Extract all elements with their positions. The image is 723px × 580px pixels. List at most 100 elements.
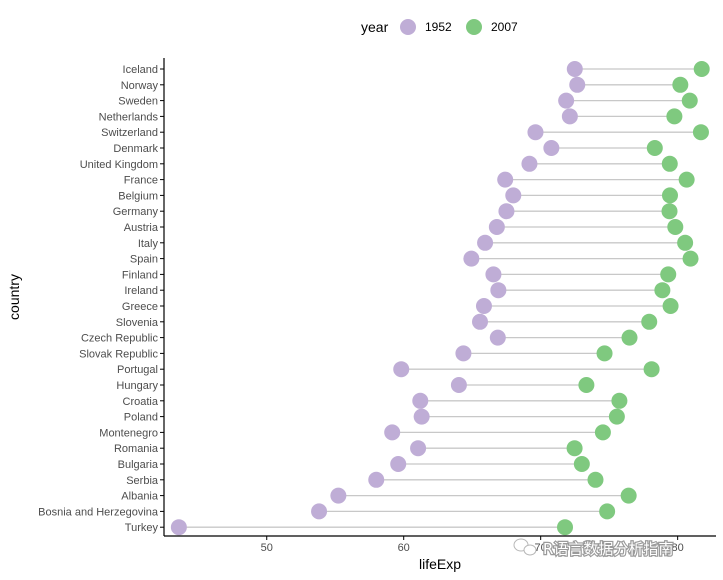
point-1952 xyxy=(497,171,514,188)
point-2007 xyxy=(681,92,698,109)
y-tick-label: Poland xyxy=(124,412,158,424)
point-1952 xyxy=(490,282,507,299)
point-2007 xyxy=(682,250,699,267)
x-tick-label: 80 xyxy=(672,542,684,554)
point-2007 xyxy=(573,456,590,472)
point-2007 xyxy=(667,219,684,235)
points xyxy=(170,61,710,536)
point-2007 xyxy=(666,108,683,125)
y-tick-label: Portugal xyxy=(117,364,158,376)
y-tick-label: Spain xyxy=(130,254,158,266)
y-tick-label: Denmark xyxy=(113,143,158,155)
point-1952 xyxy=(566,61,583,77)
y-tick-label: Croatia xyxy=(123,396,159,408)
point-2007 xyxy=(566,440,583,457)
point-1952 xyxy=(569,76,586,93)
y-axis-ticks: Iceland Norway Sweden Netherlands Switzerlan… xyxy=(38,64,164,534)
legend-label-2007: 2007 xyxy=(491,20,518,34)
y-axis-title: country xyxy=(6,274,22,320)
point-1952 xyxy=(558,92,575,109)
y-tick-label: Romania xyxy=(114,443,159,455)
y-tick-label: Greece xyxy=(122,301,158,313)
segments xyxy=(178,68,702,528)
y-tick-label: Germany xyxy=(113,206,159,218)
wechat-icon xyxy=(513,538,537,556)
point-1952 xyxy=(527,124,544,141)
y-tick-label: Finland xyxy=(122,269,158,281)
y-tick-label: Turkey xyxy=(125,522,159,534)
x-axis-ticks: 50 60 70 80 xyxy=(261,536,684,554)
y-tick-label: Czech Republic xyxy=(81,333,159,345)
y-tick-label: Ireland xyxy=(124,285,158,297)
point-2007 xyxy=(643,361,660,378)
point-2007 xyxy=(661,155,678,172)
y-tick-label: Bulgaria xyxy=(118,459,159,471)
point-2007 xyxy=(661,203,678,220)
legend-title: year xyxy=(361,19,389,35)
point-2007 xyxy=(596,345,613,362)
point-1952 xyxy=(471,313,488,330)
axes: Iceland Norway Sweden Netherlands Switzerlan… xyxy=(6,58,716,572)
point-2007 xyxy=(662,298,679,314)
point-1952 xyxy=(488,219,505,235)
legend-swatch-2007 xyxy=(466,19,482,35)
y-tick-label: Slovak Republic xyxy=(79,348,158,360)
y-tick-label: Hungary xyxy=(116,380,158,392)
point-1952 xyxy=(412,392,429,409)
point-2007 xyxy=(692,124,709,141)
point-1952 xyxy=(463,250,480,267)
point-2007 xyxy=(611,392,628,409)
y-tick-label: Austria xyxy=(124,222,159,234)
legend-label-1952: 1952 xyxy=(425,20,452,34)
point-1952 xyxy=(477,234,494,251)
point-2007 xyxy=(678,171,695,188)
point-2007 xyxy=(641,313,658,330)
point-2007 xyxy=(594,424,611,441)
y-tick-label: Bosnia and Herzegovina xyxy=(38,506,159,518)
point-2007 xyxy=(693,61,710,77)
watermark: R语言数据分析指南 xyxy=(513,538,675,559)
y-tick-label: Switzerland xyxy=(101,127,158,139)
point-1952 xyxy=(505,187,522,204)
point-1952 xyxy=(384,424,401,441)
y-tick-label: Slovenia xyxy=(116,317,159,329)
point-1952 xyxy=(455,345,472,362)
point-2007 xyxy=(621,329,638,346)
point-1952 xyxy=(368,471,385,488)
point-2007 xyxy=(677,234,694,251)
point-1952 xyxy=(521,155,538,172)
y-tick-label: Sweden xyxy=(118,96,158,108)
y-tick-label: Serbia xyxy=(126,475,159,487)
x-tick-label: 60 xyxy=(398,542,410,554)
y-tick-label: Belgium xyxy=(118,190,158,202)
legend-swatch-1952 xyxy=(400,19,416,35)
plot-area xyxy=(170,61,710,536)
y-tick-label: Albania xyxy=(121,491,159,503)
legend: year 1952 2007 xyxy=(361,19,518,35)
point-1952 xyxy=(311,503,328,520)
point-1952 xyxy=(330,487,347,504)
y-tick-label: Netherlands xyxy=(99,111,159,123)
x-tick-label: 70 xyxy=(535,542,547,554)
point-1952 xyxy=(489,329,506,346)
point-2007 xyxy=(587,471,604,488)
point-1952 xyxy=(390,456,407,472)
point-1952 xyxy=(450,377,467,393)
y-tick-label: Iceland xyxy=(123,64,158,76)
point-1952 xyxy=(561,108,578,125)
point-1952 xyxy=(393,361,410,378)
point-2007 xyxy=(620,487,637,504)
point-2007 xyxy=(578,377,595,393)
watermark-text: R语言数据分析指南 xyxy=(543,540,673,558)
y-tick-label: United Kingdom xyxy=(80,159,158,171)
point-2007 xyxy=(599,503,616,520)
point-1952 xyxy=(543,140,560,156)
y-tick-label: France xyxy=(124,175,158,187)
x-axis-title: lifeExp xyxy=(419,556,461,572)
x-tick-label: 50 xyxy=(261,542,273,554)
point-1952 xyxy=(170,519,187,536)
y-tick-label: Italy xyxy=(138,238,159,250)
y-tick-label: Norway xyxy=(121,80,159,92)
point-1952 xyxy=(410,440,427,457)
